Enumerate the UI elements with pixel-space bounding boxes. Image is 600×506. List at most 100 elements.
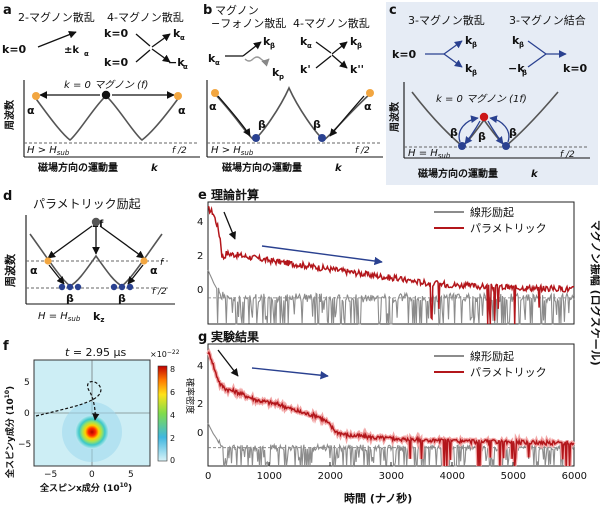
panel-c-k0-left: k=0: [392, 48, 417, 61]
panel-b-4mag-in1: [315, 41, 332, 54]
panel-c-kb3: k: [512, 34, 520, 47]
panel-b-beta-right: β: [313, 118, 321, 131]
panel-f-cb-scale: ×10−22: [150, 349, 180, 359]
panel-f-cb-tick-4: 0: [170, 456, 175, 465]
panel-g-legend-linear: 線形励起: [470, 349, 514, 363]
panel-g-letter: g: [198, 330, 207, 345]
panel-b-ka2: k: [300, 35, 308, 48]
panel-e-decay-arrow: [223, 211, 236, 240]
panel-g-title: 実験結果: [211, 329, 259, 344]
panel-b-beta-dot-right: [318, 134, 326, 142]
panel-b-ka-sub: α: [215, 59, 220, 67]
panel-b-mp-label-1: マグノン: [215, 3, 259, 17]
panel-b-fhalf: f /2: [355, 146, 370, 156]
panel-c-fhalf: f /2: [560, 150, 575, 160]
panel-a-ka-top-sub: α: [180, 34, 185, 42]
panel-b-4mag-in2: [315, 55, 332, 69]
panel-b-arrow-relax-right: [329, 95, 365, 137]
panel-g-legend-param: パラメトリック: [470, 366, 547, 379]
panel-a-4magnon-label: 4-マグノン散乱: [107, 10, 184, 24]
panel-f-ylabel: 全スピンy成分 (1010): [4, 386, 16, 479]
panel-b-alpha-left: α: [209, 100, 217, 113]
panel-d-ylabel: 周波数: [3, 253, 17, 287]
panel-a-arrow-out1: [151, 33, 171, 48]
panel-a-arrow-in1: [135, 33, 151, 47]
panel-g-xticks: 0 1000 2000 3000 4000 5000 6000: [205, 462, 587, 482]
panel-b-4mag-label: 4-マグノン散乱: [293, 16, 370, 30]
panel-d-relax-left: [48, 264, 65, 285]
panel-c-comb-left: [458, 115, 479, 143]
panel-b-kb: k: [263, 35, 271, 48]
panel-e-letter: e: [198, 188, 207, 203]
panel-g-xtick-label: 4000: [440, 471, 465, 482]
panel-d-relax-right: [127, 264, 144, 285]
panel-f-cb-tick-1: 6: [170, 388, 175, 397]
panel-b-alpha-right: α: [364, 100, 372, 113]
panel-c-comb-in2: [527, 53, 547, 68]
panel-a-pm-ka: ±k: [64, 45, 79, 56]
panel-a-alpha-right: α: [178, 104, 186, 117]
panel-a-k0-bottom: k=0: [104, 56, 129, 69]
panel-e-yticks: 4 2 0: [197, 217, 203, 296]
panel-g-xlabel: 時間 (ナノ秒): [344, 491, 412, 505]
panel-a-alpha-left: α: [27, 104, 35, 117]
panel-f-trajectory: [35, 380, 102, 421]
panel-c-beta-dot-left: [458, 142, 466, 150]
panel-d-pump-dot: [91, 217, 101, 227]
panel-d-pump-arrow-right: [99, 225, 145, 259]
panel-d-alpha-left: α: [30, 264, 38, 277]
panel-c-ylabel: 周波数: [388, 101, 401, 132]
panel-f-cb-tick-0: 8: [170, 365, 175, 374]
panel-b-alpha-dot-left: [211, 89, 219, 97]
panel-c-3comb-label: 3-マグノン結合: [509, 13, 586, 27]
panel-c-k0-right: k=0: [563, 62, 588, 75]
panel-a-dispersion: [33, 94, 181, 142]
panel-a-xlabel-k: k: [151, 163, 159, 174]
panel-c-decay-left: [464, 120, 481, 145]
panel-e-legend-param: パラメトリック: [470, 222, 547, 235]
panel-e-ytick-0: 4: [197, 217, 203, 228]
panel-c-3scat-label: 3-マグノン散乱: [408, 13, 485, 27]
panel-a-alpha-dot-left: [32, 92, 40, 100]
panel-d-fhalf: f /2: [152, 287, 167, 297]
panel-f-xtick-1: 0: [89, 470, 95, 480]
panel-a-minus-ka: −k: [168, 56, 185, 69]
panel-g-ytick-0: 4: [197, 361, 203, 372]
panel-c: c 3-マグノン散乱 3-マグノン結合 k=0 k β k β k β −k β…: [386, 2, 598, 185]
panel-c-kb1-sub: β: [472, 41, 477, 49]
panel-d-h-cond: H = Hsub: [38, 311, 81, 323]
panel-b-kprime: k': [300, 63, 311, 76]
panel-c-beta-1: β: [450, 126, 458, 139]
panel-b-ka: k: [208, 52, 216, 65]
panel-e-ytick-1: 2: [197, 251, 203, 262]
panel-d-beta-dot-6: [126, 283, 134, 291]
panel-d-title: パラメトリック励起: [33, 197, 141, 211]
panel-e-linear-line: [207, 269, 575, 326]
panel-d-beta-right: β: [118, 292, 126, 305]
panel-f-letter: f: [3, 339, 9, 354]
panel-b-alpha-dot-right: [366, 89, 374, 97]
panel-c-comb-right: [489, 115, 510, 143]
panel-b-mp-label-2: −フォノン散乱: [211, 16, 286, 30]
panel-d-beta-dot-3: [74, 283, 82, 291]
panel-g-ytick-2: 0: [197, 428, 203, 439]
panel-b-xlabel-k: k: [335, 163, 343, 174]
panel-c-xlabel: 磁場方向の運動量: [418, 167, 498, 180]
panel-b-4mag-out1: [331, 41, 348, 55]
panel-e-lines: [207, 205, 575, 326]
panel-c-minus-kb-sub: β: [522, 69, 527, 77]
panel-f: f t = 2.95 μs −5 0 5 5 0 −5 全スピンx成分 (101…: [3, 339, 196, 494]
panel-b: b マグノン −フォノン散乱 4-マグノン散乱 k α k β k p k α …: [203, 3, 383, 174]
panel-c-decay-right: [487, 120, 504, 145]
panel-a-pm-ka-sub: α: [84, 50, 89, 58]
panel-d-beta-left: β: [66, 292, 74, 305]
panel-f-ytick-0: 5: [24, 378, 30, 388]
panel-g-yticks: 4 2 0: [197, 361, 203, 439]
panel-d-alpha-dot-left: [44, 257, 52, 265]
panel-g-parametric-line: [207, 350, 575, 467]
panel-f-xlabel: 全スピンx成分 (1010): [39, 482, 132, 494]
panel-b-kb2: k: [350, 35, 358, 48]
panel-g-xtick-label: 1000: [257, 471, 282, 482]
panel-a-ka-top: k: [173, 27, 181, 40]
